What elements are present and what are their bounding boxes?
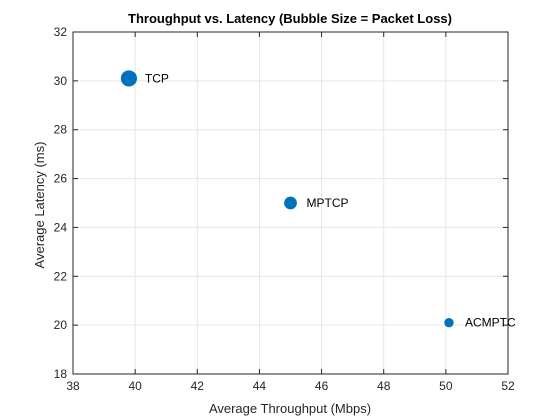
x-tick-label: 50: [439, 379, 453, 393]
axes: [72, 31, 509, 375]
point-label-acmptc: ACMPTC: [465, 316, 516, 330]
x-tick-label: 48: [377, 379, 391, 393]
x-tick-label: 46: [315, 379, 329, 393]
y-tick-label: 32: [54, 25, 68, 39]
chart-title: Throughput vs. Latency (Bubble Size = Pa…: [128, 11, 452, 26]
y-tick-label: 30: [54, 74, 68, 88]
plot-area-border: [72, 31, 509, 375]
x-tick-label: 52: [501, 379, 515, 393]
y-tick-label: 18: [54, 367, 68, 381]
data-point-mptcp: [284, 196, 297, 210]
tick-labels: 38 40 42 44 46 48 50 52 18 20 22 24 26 28 30 32: [54, 25, 515, 393]
point-label-mptcp: MPTCP: [307, 196, 349, 210]
grid-lines: [72, 31, 509, 375]
x-tick-label: 40: [128, 379, 142, 393]
data-point-acmptc: [444, 318, 454, 328]
x-tick-label: 44: [253, 379, 267, 393]
x-tick-label: 42: [191, 379, 205, 393]
y-tick-label: 28: [54, 123, 68, 137]
y-tick-label: 20: [54, 318, 68, 332]
y-tick-label: 26: [54, 172, 68, 186]
y-axis-label: Average Latency (ms): [32, 142, 47, 269]
data-point-tcp: [120, 70, 138, 87]
point-label-tcp: TCP: [145, 71, 169, 85]
data-points: TCP MPTCP ACMPTC: [120, 70, 516, 330]
y-tick-label: 22: [54, 269, 68, 283]
x-axis-label: Average Throughput (Mbps): [209, 401, 371, 416]
y-tick-label: 24: [54, 220, 68, 234]
x-tick-label: 38: [66, 379, 80, 393]
